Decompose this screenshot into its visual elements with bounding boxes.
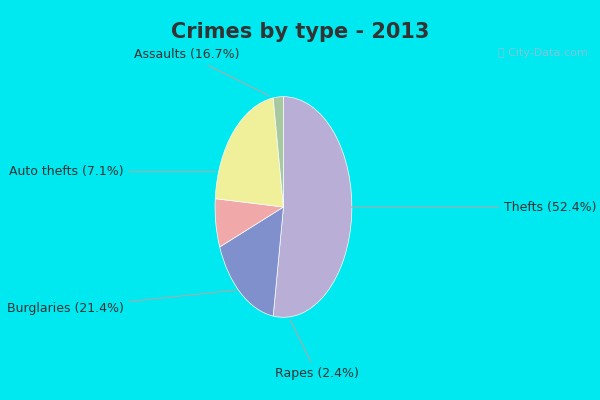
Wedge shape — [215, 98, 283, 207]
Text: Thefts (52.4%): Thefts (52.4%) — [351, 200, 596, 214]
Wedge shape — [273, 97, 283, 207]
Text: Burglaries (21.4%): Burglaries (21.4%) — [7, 290, 236, 315]
Text: Rapes (2.4%): Rapes (2.4%) — [275, 320, 358, 380]
Wedge shape — [215, 199, 283, 247]
Text: Crimes by type - 2013: Crimes by type - 2013 — [171, 22, 429, 42]
Text: Auto thefts (7.1%): Auto thefts (7.1%) — [9, 165, 215, 178]
Wedge shape — [273, 97, 352, 317]
Text: Assaults (16.7%): Assaults (16.7%) — [134, 48, 269, 96]
Text: ⓘ City-Data.com: ⓘ City-Data.com — [498, 48, 588, 58]
Wedge shape — [220, 207, 283, 316]
